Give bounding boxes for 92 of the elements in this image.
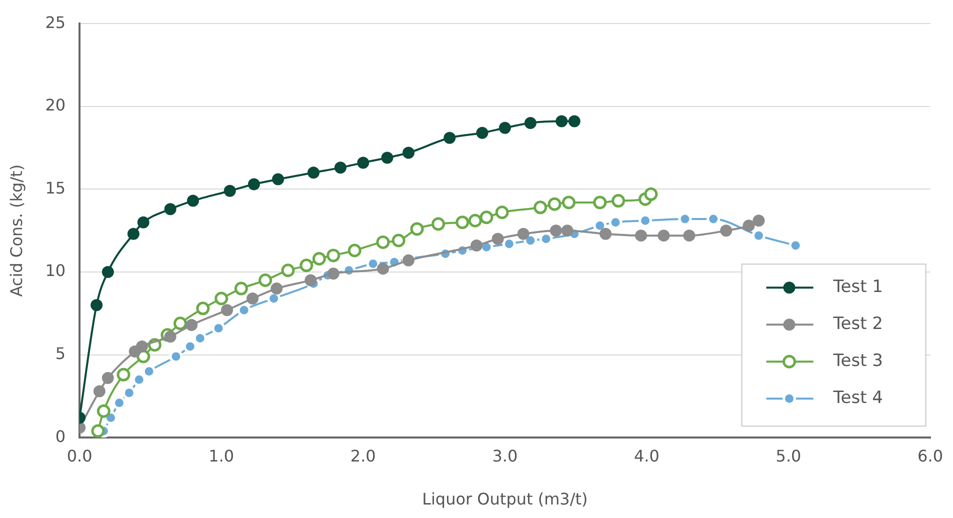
- point: [495, 206, 509, 220]
- point: [498, 122, 511, 134]
- point: [122, 386, 136, 400]
- point: [402, 146, 415, 159]
- point: [480, 210, 494, 224]
- point: [186, 194, 199, 207]
- point: [658, 230, 670, 242]
- y-tick-label: 15: [45, 178, 66, 198]
- y-tick-label: 20: [45, 96, 66, 115]
- point: [432, 217, 446, 231]
- legend-label: Test 2: [832, 314, 883, 334]
- x-tick-label: 6.0: [918, 446, 944, 466]
- point: [492, 232, 504, 245]
- point: [517, 228, 530, 240]
- point: [600, 228, 612, 240]
- point: [334, 162, 346, 174]
- point: [164, 203, 176, 216]
- point: [312, 252, 326, 266]
- point: [470, 240, 483, 252]
- point: [272, 173, 284, 186]
- point: [476, 126, 488, 139]
- point: [102, 372, 114, 384]
- point: [550, 224, 562, 237]
- x-tick-label: 4.0: [634, 446, 660, 466]
- point: [308, 166, 320, 179]
- point: [96, 404, 110, 418]
- point: [164, 330, 176, 343]
- point: [392, 234, 406, 248]
- point: [561, 224, 574, 237]
- point: [91, 424, 105, 438]
- point: [357, 156, 370, 169]
- point: [234, 282, 248, 296]
- point: [327, 268, 340, 280]
- x-tick-label: 3.0: [492, 446, 518, 466]
- point: [720, 224, 732, 237]
- point: [381, 152, 394, 164]
- point: [136, 340, 148, 353]
- y-tick-label: 5: [55, 344, 66, 363]
- point: [258, 274, 272, 288]
- legend-label: Test 1: [832, 277, 883, 298]
- point: [524, 116, 536, 129]
- point: [742, 220, 755, 232]
- point: [410, 222, 424, 236]
- point: [468, 214, 482, 228]
- y-tick-label: 25: [45, 12, 66, 32]
- point: [137, 216, 150, 228]
- point: [326, 248, 340, 262]
- point: [304, 274, 317, 286]
- y-tick-label: 0: [55, 426, 66, 446]
- point: [173, 316, 187, 330]
- point: [221, 304, 234, 316]
- point: [116, 368, 130, 382]
- point: [246, 292, 259, 304]
- x-tick-label: 5.0: [776, 446, 802, 466]
- legend-label: Test 4: [832, 388, 883, 408]
- point: [214, 292, 228, 306]
- point: [612, 194, 626, 208]
- x-axis-title: Liquor Output (m3/t): [422, 490, 588, 509]
- point: [548, 197, 562, 211]
- point: [183, 340, 197, 354]
- point: [132, 372, 146, 386]
- point: [90, 299, 103, 312]
- point: [752, 214, 765, 227]
- point: [127, 228, 140, 240]
- point: [635, 230, 648, 242]
- point: [562, 196, 576, 210]
- legend-label: Test 3: [832, 351, 883, 372]
- point: [93, 385, 106, 398]
- point: [186, 318, 198, 331]
- y-tick-label: 10: [45, 261, 66, 280]
- point: [556, 115, 568, 128]
- x-tick-label: 1.0: [208, 446, 234, 466]
- point: [224, 184, 236, 197]
- point: [270, 282, 283, 295]
- point: [348, 244, 362, 258]
- point: [376, 262, 389, 275]
- y-axis-title: Acid Cons. (kg/t): [6, 164, 26, 297]
- point: [534, 200, 548, 214]
- point: [102, 266, 114, 278]
- point: [300, 258, 314, 272]
- point: [644, 187, 658, 201]
- point: [196, 302, 210, 316]
- point: [456, 216, 470, 230]
- point: [281, 264, 295, 278]
- x-tick-label: 2.0: [350, 446, 376, 466]
- point: [593, 196, 607, 210]
- x-tick-label: 0.0: [66, 446, 92, 466]
- point: [444, 132, 456, 144]
- point: [683, 230, 696, 242]
- point: [568, 115, 580, 128]
- point: [248, 178, 260, 190]
- point: [376, 235, 390, 249]
